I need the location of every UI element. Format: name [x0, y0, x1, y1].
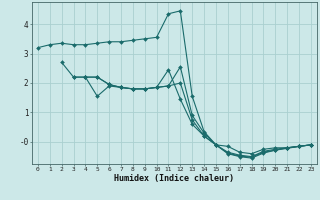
X-axis label: Humidex (Indice chaleur): Humidex (Indice chaleur) [115, 174, 234, 183]
